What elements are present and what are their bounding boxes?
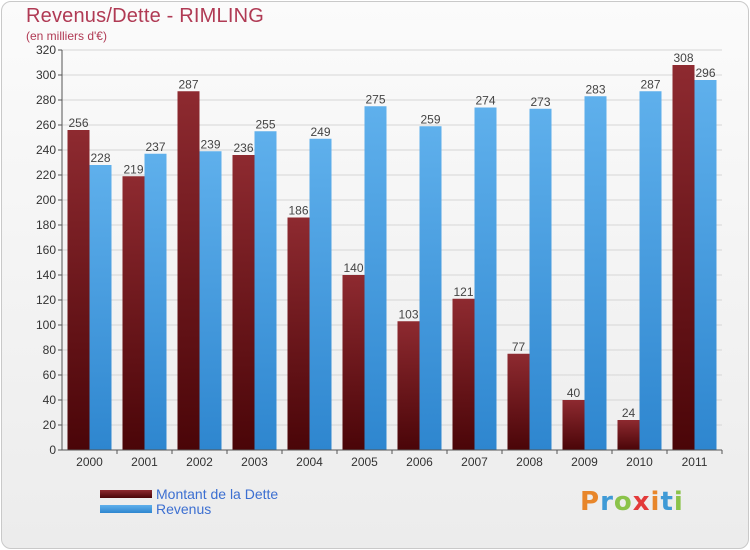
data-label-dette: 103 xyxy=(398,307,418,321)
y-tick-label: 320 xyxy=(36,43,56,57)
x-tick-label: 2006 xyxy=(406,455,433,469)
x-tick-label: 2002 xyxy=(186,455,213,469)
y-tick-label: 260 xyxy=(36,118,56,132)
x-tick-label: 2005 xyxy=(351,455,378,469)
x-tick-label: 2008 xyxy=(516,455,543,469)
y-tick-label: 140 xyxy=(36,268,56,282)
logo-letter: o xyxy=(613,487,633,517)
y-tick-label: 80 xyxy=(43,343,57,357)
legend-label-revenus: Revenus xyxy=(156,501,212,517)
data-label-dette: 256 xyxy=(68,116,88,130)
bar-dette xyxy=(342,275,365,450)
data-label-revenus: 287 xyxy=(640,77,660,91)
y-tick-label: 240 xyxy=(36,143,56,157)
bar-revenus xyxy=(474,107,497,450)
legend-swatch-dette xyxy=(100,490,152,498)
bar-revenus xyxy=(639,91,662,450)
y-tick-label: 60 xyxy=(43,368,57,382)
bar-revenus xyxy=(694,80,717,450)
data-label-revenus: 283 xyxy=(585,82,605,96)
bar-revenus xyxy=(254,131,277,450)
legend-label-dette: Montant de la Dette xyxy=(156,486,279,502)
bar-revenus xyxy=(89,165,112,450)
data-label-revenus: 249 xyxy=(310,125,330,139)
data-label-dette: 308 xyxy=(673,51,693,65)
y-axis-ticks: 0 20 40 60 80 100 120 140 160 180 200 220 240 260 280 3… xyxy=(36,43,62,457)
x-tick-label: 2004 xyxy=(296,455,323,469)
bar-revenus xyxy=(364,106,387,450)
bar-revenus xyxy=(419,126,442,450)
bar-revenus xyxy=(584,96,607,450)
bar-dette xyxy=(232,155,255,450)
x-tick-label: 2003 xyxy=(241,455,268,469)
data-label-dette: 40 xyxy=(567,386,581,400)
logo-letter: r xyxy=(600,487,614,517)
data-label-revenus: 274 xyxy=(475,94,495,108)
grid-lines xyxy=(62,49,722,426)
bar-dette xyxy=(67,130,90,450)
bar-dette xyxy=(122,176,145,450)
y-tick-label: 180 xyxy=(36,218,56,232)
legend-swatch-revenus xyxy=(100,505,152,513)
x-tick-label: 2009 xyxy=(571,455,598,469)
data-label-dette: 186 xyxy=(288,204,308,218)
y-tick-label: 120 xyxy=(36,293,56,307)
x-tick-label: 2010 xyxy=(626,455,653,469)
y-tick-label: 20 xyxy=(43,418,57,432)
logo-letter: t xyxy=(660,487,674,517)
y-tick-label: 300 xyxy=(36,68,56,82)
logo-letter: x xyxy=(632,487,651,517)
x-tick-label: 2011 xyxy=(682,455,708,469)
y-tick-label: 160 xyxy=(36,243,56,257)
x-axis-ticks: 2000 2001 2002 2003 2004 2005 2006 2007 2008 2009… xyxy=(76,450,723,469)
logo-letter: P xyxy=(580,487,601,517)
bar-revenus xyxy=(529,108,552,450)
data-label-revenus: 296 xyxy=(695,66,715,80)
proxiti-logo: Proxiti xyxy=(580,487,684,517)
bar-dette xyxy=(507,353,530,450)
data-label-revenus: 228 xyxy=(90,151,110,165)
data-label-dette: 121 xyxy=(453,285,473,299)
y-tick-label: 100 xyxy=(36,318,56,332)
data-label-dette: 77 xyxy=(512,340,526,354)
y-tick-label: 0 xyxy=(49,443,56,457)
data-label-dette: 140 xyxy=(343,261,363,275)
x-tick-label: 2007 xyxy=(461,455,488,469)
bars xyxy=(67,65,717,450)
data-label-dette: 219 xyxy=(123,162,143,176)
bar-dette xyxy=(617,420,640,450)
chart-subtitle: (en milliers d'€) xyxy=(26,29,107,43)
chart-title: Revenus/Dette - RIMLING xyxy=(26,5,265,27)
y-tick-label: 220 xyxy=(36,168,56,182)
y-tick-label: 200 xyxy=(36,193,56,207)
data-label-revenus: 259 xyxy=(420,112,440,126)
y-tick-label: 40 xyxy=(43,393,57,407)
bar-revenus xyxy=(199,151,222,450)
data-label-revenus: 239 xyxy=(200,137,220,151)
logo-letter: i xyxy=(650,487,661,517)
data-label-revenus: 237 xyxy=(145,140,165,154)
data-label-dette: 24 xyxy=(622,406,636,420)
data-label-revenus: 273 xyxy=(530,95,550,109)
bar-revenus xyxy=(309,138,332,450)
bar-dette xyxy=(177,91,200,450)
bar-revenus xyxy=(144,153,167,450)
logo-letter: i xyxy=(673,487,684,517)
x-tick-label: 2000 xyxy=(76,455,103,469)
bar-dette xyxy=(672,65,695,450)
data-label-revenus: 275 xyxy=(365,92,385,106)
x-tick-label: 2001 xyxy=(131,455,158,469)
data-label-dette: 287 xyxy=(178,77,198,91)
data-label-dette: 236 xyxy=(233,141,253,155)
bar-dette xyxy=(452,298,475,450)
y-tick-label: 280 xyxy=(36,93,56,107)
data-label-revenus: 255 xyxy=(255,117,275,131)
bar-dette xyxy=(397,321,420,450)
bar-dette xyxy=(287,217,310,450)
bar-dette xyxy=(562,400,585,450)
